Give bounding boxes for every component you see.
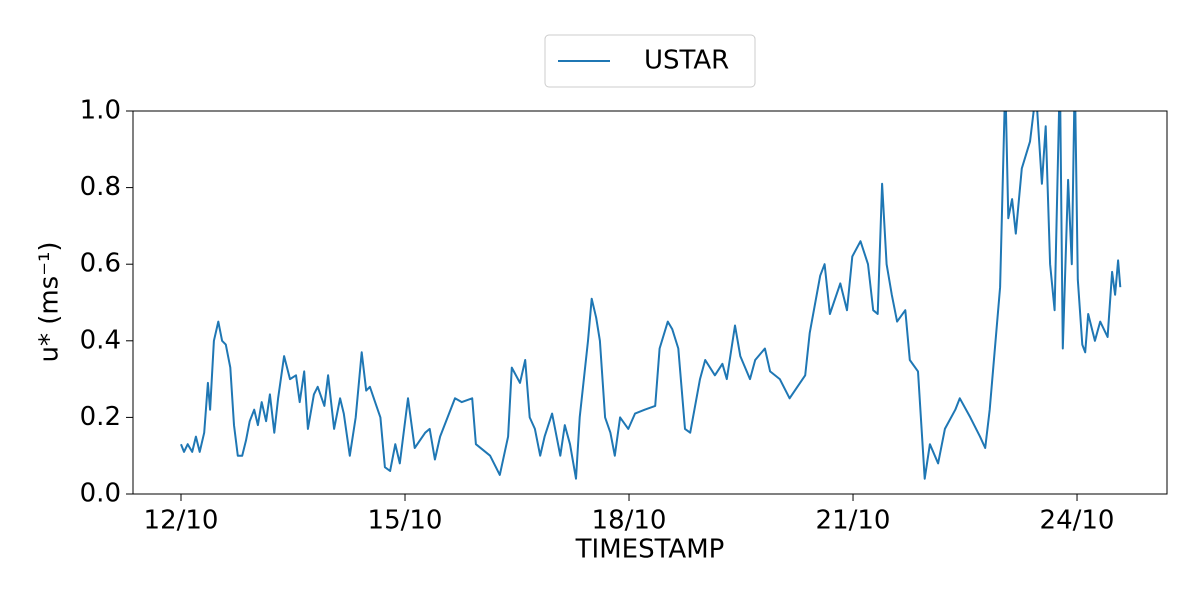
legend-box	[544, 34, 756, 88]
y-tick-label: 0.4	[80, 325, 121, 355]
y-tick-label: 0.8	[80, 172, 121, 202]
x-tick-label: 21/10	[816, 506, 891, 536]
y-tick-label: 0.0	[80, 479, 121, 509]
y-axis-label: u* (ms⁻¹)	[35, 241, 65, 362]
x-tick-label: 18/10	[592, 506, 667, 536]
x-tick-label: 15/10	[368, 506, 443, 536]
y-tick-label: 0.2	[80, 402, 121, 432]
x-axis-label: TIMESTAMP	[575, 535, 725, 565]
axes-frame	[132, 110, 1168, 495]
x-tick-label: 12/10	[144, 506, 219, 536]
legend-label: USTAR	[644, 46, 729, 76]
y-tick-label: 1.0	[80, 96, 121, 126]
data-line	[180, 111, 1122, 480]
y-tick-label: 0.6	[80, 249, 121, 279]
x-tick-label: 24/10	[1040, 506, 1115, 536]
plot-area	[180, 111, 1122, 480]
